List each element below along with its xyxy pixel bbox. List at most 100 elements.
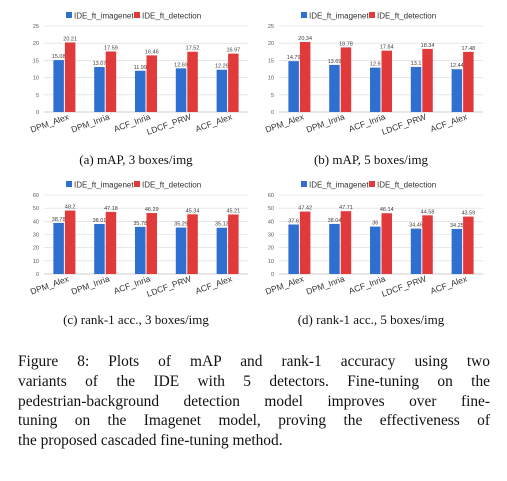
data-label: 34.46: [409, 223, 423, 229]
legend-swatch: [301, 181, 307, 187]
data-label: 13.69: [328, 59, 342, 65]
data-label: 17.52: [186, 46, 200, 52]
bar-detection: [381, 213, 392, 274]
bar-imagenet: [288, 224, 299, 274]
bar-imagenet: [94, 67, 105, 112]
data-label: 48.2: [65, 205, 76, 211]
x-tick-label: DPM_Inria: [70, 273, 111, 296]
y-tick-label: 15: [33, 58, 39, 64]
bar-imagenet: [329, 223, 340, 274]
figure-caption-line: Figure 8: Plots of mAP and rank-1 accura…: [18, 353, 490, 370]
bar-imagenet: [53, 222, 64, 274]
data-label: 47.42: [298, 206, 312, 212]
data-label: 35.13: [215, 222, 229, 228]
legend-swatch: [301, 12, 307, 18]
chart-panel-d: IDE_ft_imagenet IDE_ft_detection 0 10 20 30 40…: [255, 177, 487, 337]
bar-detection: [299, 211, 311, 274]
figure-caption-line: pedestrian-background detection model im…: [18, 392, 490, 410]
x-tick-label: DPM_Inria: [305, 273, 346, 296]
bar-imagenet: [288, 61, 299, 112]
data-label: 46.14: [380, 207, 394, 213]
bar-imagenet: [216, 69, 228, 112]
bar-detection: [105, 51, 117, 112]
bar-imagenet: [175, 227, 187, 274]
data-label: 20.21: [63, 36, 77, 42]
y-tick-label: 0: [271, 272, 274, 278]
x-tick-label: DPM_Inria: [70, 111, 111, 134]
data-label: 16.97: [226, 48, 240, 54]
x-tick-label: LDCF_PRW: [145, 273, 192, 298]
y-tick-label: 20: [33, 246, 39, 252]
data-label: 12.29: [215, 64, 229, 70]
chart-a-caption: (a) mAP, 3 boxes/img: [79, 152, 193, 167]
bar-imagenet: [216, 227, 228, 274]
data-label: 12.44: [450, 63, 464, 69]
data-label: 38.01: [93, 218, 107, 224]
data-label: 20.34: [298, 36, 312, 42]
data-label: 13.1: [411, 61, 422, 67]
legend-label: IDE_ft_imagenet: [74, 181, 134, 190]
bar-detection: [340, 211, 352, 274]
data-label: 46.29: [145, 207, 159, 213]
y-tick-label: 5: [36, 93, 39, 99]
bar-detection: [146, 55, 157, 112]
data-label: 17.59: [104, 45, 118, 51]
bar-imagenet: [175, 68, 187, 112]
data-label: 17.48: [461, 46, 475, 52]
bar-detection: [228, 53, 239, 112]
legend-label: IDE_ft_detection: [377, 181, 436, 190]
data-label: 44.58: [421, 209, 435, 215]
data-label: 18.34: [421, 43, 435, 49]
legend-label: IDE_ft_imagenet: [309, 12, 369, 21]
x-tick-label: LDCF_PRW: [380, 273, 427, 298]
data-label: 45.34: [186, 208, 200, 214]
x-tick-label: ACF_Alex: [194, 111, 234, 134]
y-tick-label: 20: [268, 41, 274, 47]
chart-d: IDE_ft_imagenet IDE_ft_detection 0 10 20 30 40…: [264, 181, 483, 299]
y-tick-label: 25: [33, 24, 39, 30]
y-tick-label: 50: [268, 206, 274, 212]
y-tick-label: 40: [268, 219, 274, 225]
data-label: 11.99: [134, 65, 147, 71]
chart-panel-c: IDE_ft_imagenet IDE_ft_detection 0 10 20 30 40…: [20, 177, 252, 337]
bar-detection: [340, 47, 352, 112]
data-label: 12.9: [370, 62, 381, 68]
figure-caption-line: tuning on the Imagenet model, proving th…: [18, 412, 490, 430]
bar-detection: [381, 50, 392, 112]
data-label: 17.84: [380, 45, 394, 51]
legend-swatch: [66, 12, 72, 18]
legend-label: IDE_ft_imagenet: [309, 181, 369, 190]
chart-a: IDE_ft_imagenet IDE_ft_detection 0 5 10 15 20 2…: [29, 12, 248, 137]
data-label: 13.07: [93, 61, 107, 67]
x-tick-label: LDCF_PRW: [380, 111, 427, 136]
bar-imagenet: [370, 226, 381, 274]
legend-swatch: [66, 181, 72, 187]
legend-label: IDE_ft_detection: [142, 12, 201, 21]
x-tick-label: ACF_Alex: [194, 273, 234, 296]
y-tick-label: 20: [33, 41, 39, 47]
y-tick-label: 0: [36, 272, 39, 278]
bar-detection: [228, 214, 239, 274]
chart-d-caption: (d) rank-1 acc., 5 boxes/img: [297, 312, 445, 327]
chart-b-caption: (b) mAP, 5 boxes/img: [313, 152, 429, 167]
bar-imagenet: [135, 70, 146, 112]
y-tick-label: 0: [271, 110, 274, 116]
bar-detection: [422, 215, 433, 274]
data-label: 12.69: [174, 62, 188, 68]
data-label: 47.18: [104, 206, 118, 212]
data-label: 36: [372, 221, 378, 227]
chart-c-caption: (c) rank-1 acc., 3 boxes/img: [63, 312, 209, 327]
chart-panel-a: IDE_ft_imagenet IDE_ft_detection 0 5 10 15 20 2…: [20, 8, 252, 168]
data-label: 38.78: [52, 217, 66, 223]
data-label: 38.04: [328, 218, 342, 224]
y-tick-label: 50: [33, 206, 39, 212]
bar-imagenet: [451, 228, 463, 274]
bar-imagenet: [370, 67, 381, 112]
bar-imagenet: [94, 223, 105, 274]
y-tick-label: 60: [33, 193, 39, 199]
chart-c: IDE_ft_imagenet IDE_ft_detection 0 10 20 30 40…: [29, 181, 248, 299]
bar-imagenet: [410, 66, 422, 112]
bar-imagenet: [329, 64, 340, 112]
legend-swatch: [369, 181, 375, 187]
y-tick-label: 0: [36, 110, 39, 116]
